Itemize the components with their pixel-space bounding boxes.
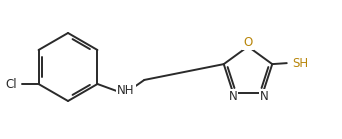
Text: NH: NH [117, 84, 135, 97]
Text: N: N [260, 90, 268, 103]
Text: O: O [244, 37, 253, 49]
Text: SH: SH [292, 57, 308, 70]
Text: N: N [229, 90, 237, 103]
Text: Cl: Cl [5, 78, 16, 90]
